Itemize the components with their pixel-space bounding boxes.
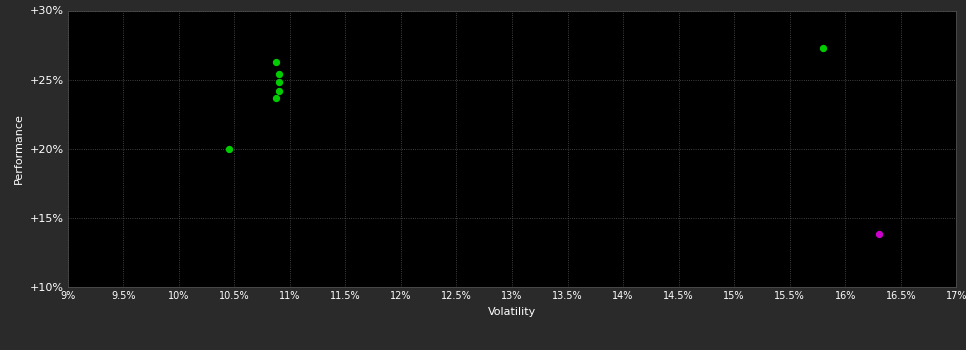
- X-axis label: Volatility: Volatility: [488, 307, 536, 317]
- Point: [270, 71, 287, 77]
- Point: [270, 88, 287, 93]
- Point: [270, 79, 287, 85]
- Point: [269, 59, 284, 64]
- Y-axis label: Performance: Performance: [14, 113, 24, 184]
- Point: [815, 45, 831, 51]
- Point: [269, 95, 284, 100]
- Point: [871, 232, 887, 237]
- Point: [221, 146, 237, 152]
